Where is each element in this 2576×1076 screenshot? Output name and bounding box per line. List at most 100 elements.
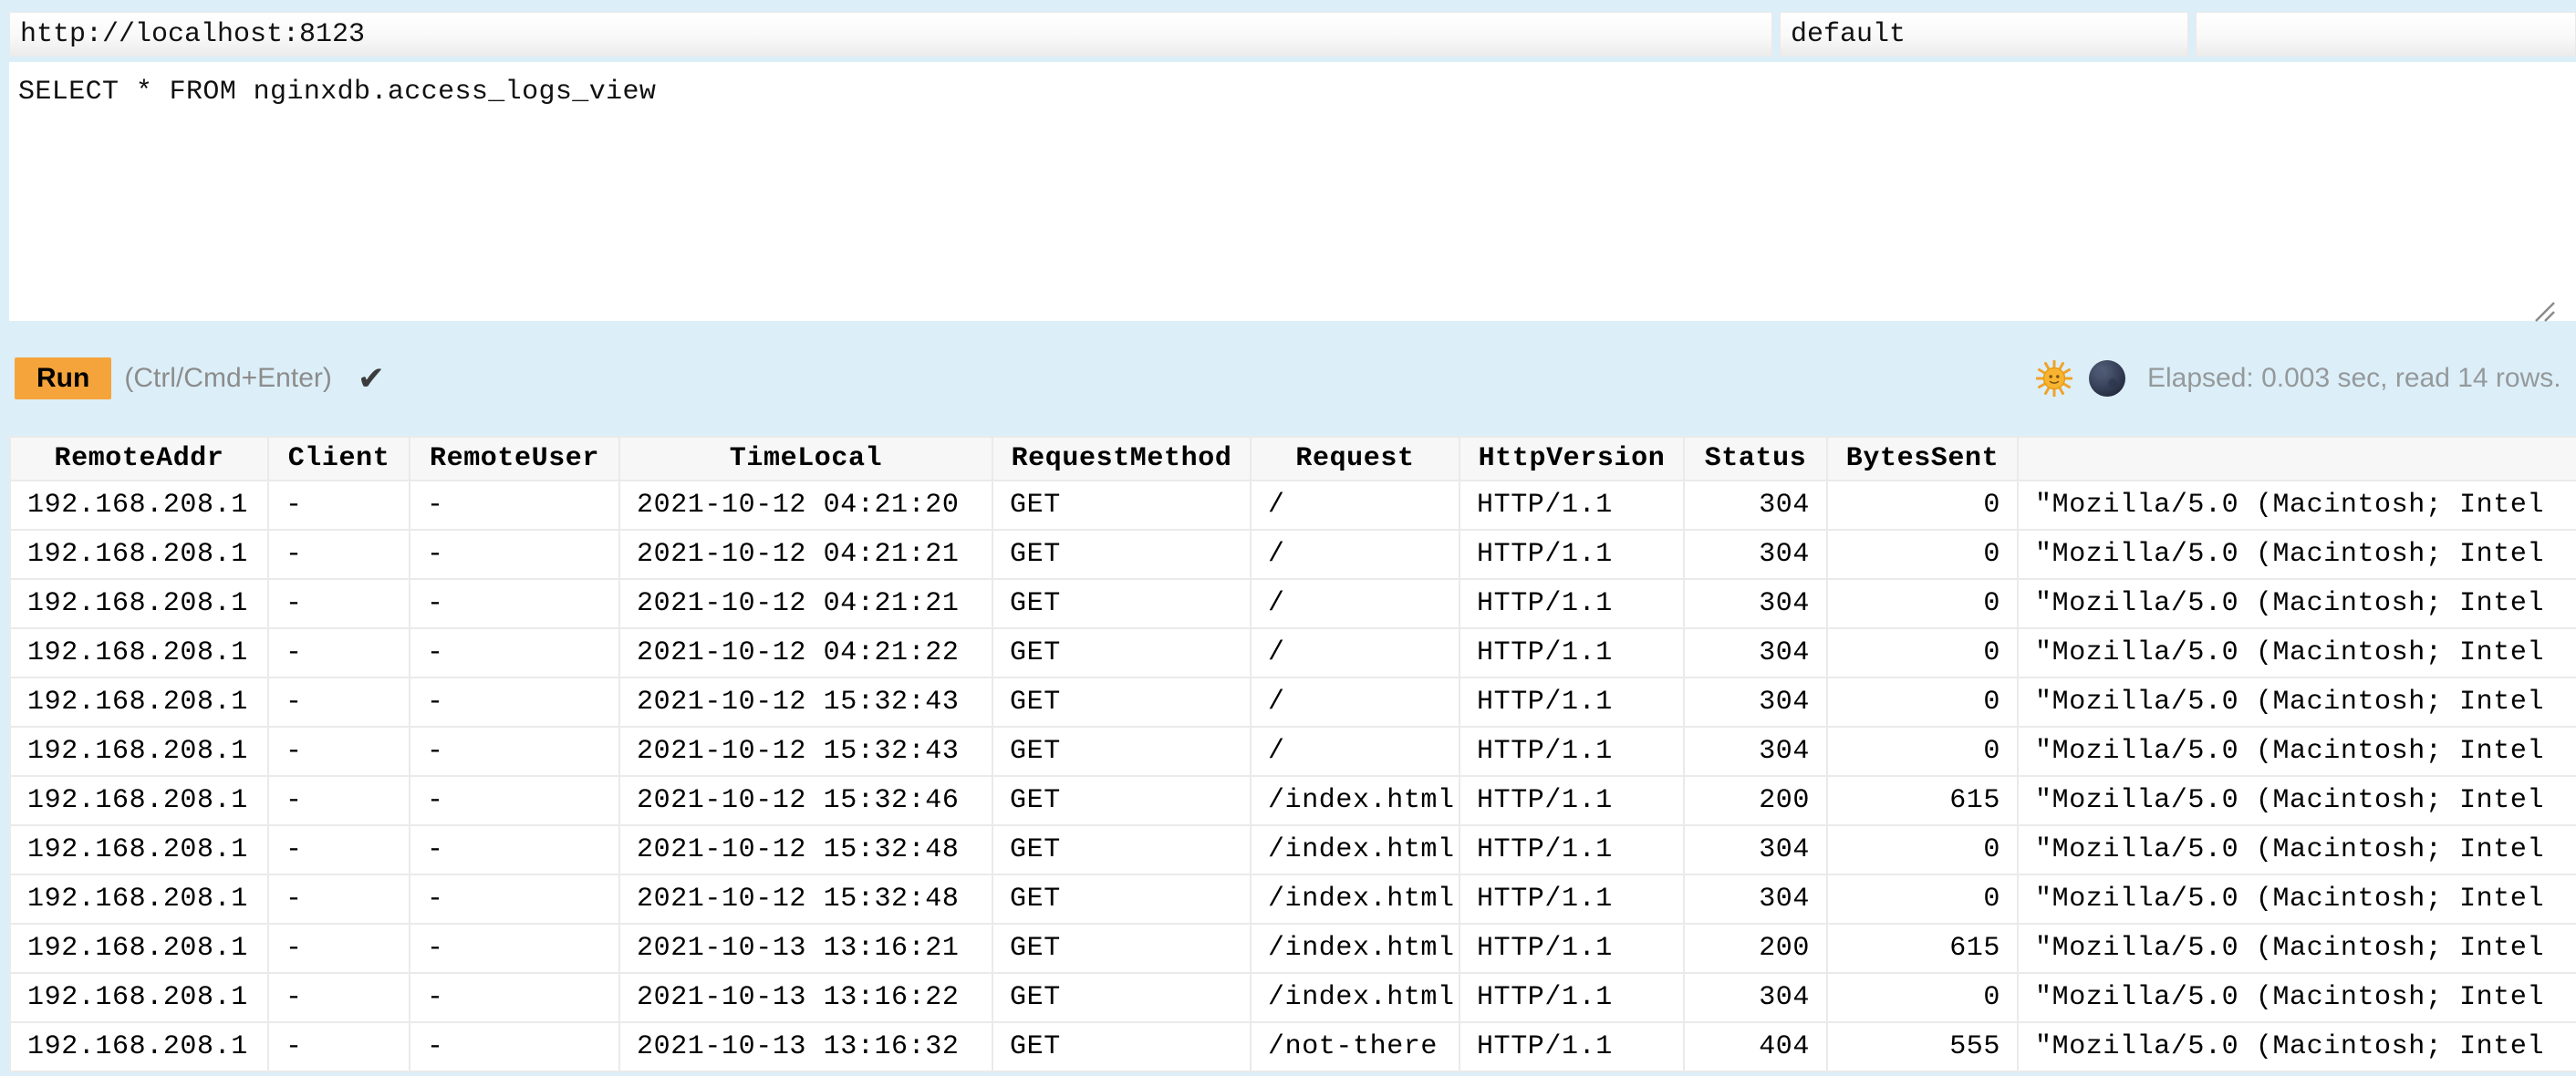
table-cell: "Mozilla/5.0 (Macintosh; Intel [2017,824,2576,875]
table-cell: "Mozilla/5.0 (Macintosh; Intel [2017,775,2576,826]
table-cell: HTTP/1.1 [1459,480,1685,531]
table-cell: - [267,874,410,925]
toolbar: Run (Ctrl/Cmd+Enter) ✔ [9,321,2576,436]
table-cell: HTTP/1.1 [1459,874,1685,925]
table-cell: 2021-10-12 15:32:48 [618,874,993,925]
table-row: 192.168.208.1- -2021-10-12 04:21:20 GET / HT… [9,480,2576,531]
table-cell: 192.168.208.1 [9,874,269,925]
column-header: RequestMethod [992,436,1252,481]
column-header: Request [1250,436,1460,481]
table-cell: - [409,627,620,678]
column-header: BytesSent [1826,436,2019,481]
table-cell: - [409,578,620,629]
table-cell: GET [992,578,1252,629]
table-cell: - [409,1021,620,1072]
table-cell: HTTP/1.1 [1459,627,1685,678]
table-cell: 192.168.208.1 [9,726,269,777]
table-cell: / [1250,480,1460,531]
table-cell: 2021-10-12 15:32:46 [618,775,993,826]
light-theme-sun-icon[interactable] [2035,359,2073,398]
table-cell: - [267,1021,410,1072]
table-cell: "Mozilla/5.0 (Macintosh; Intel [2017,972,2576,1023]
table-cell: 2021-10-13 13:16:21 [618,923,993,974]
table-row: 192.168.208.1- -2021-10-13 13:16:22 GET/in… [9,972,2576,1023]
table-cell: - [267,923,410,974]
table-cell: 2021-10-12 15:32:43 [618,726,993,777]
table-cell: HTTP/1.1 [1459,726,1685,777]
table-cell: GET [992,627,1252,678]
table-cell: 192.168.208.1 [9,972,269,1023]
table-cell: 555 [1826,1021,2019,1072]
query-stats: Elapsed: 0.003 sec, read 14 rows. [2147,363,2561,393]
table-cell: /index.html [1250,972,1460,1023]
table-cell: GET [992,775,1252,826]
table-cell: /index.html [1250,824,1460,875]
column-header: RemoteAddr [9,436,269,481]
table-cell: / [1250,627,1460,678]
table-cell: - [267,775,410,826]
table-cell: / [1250,578,1460,629]
table-cell: GET [992,923,1252,974]
table-cell: "Mozilla/5.0 (Macintosh; Intel [2017,1021,2576,1072]
table-cell: 0 [1826,726,2019,777]
table-cell: - [409,726,620,777]
table-cell: GET [992,726,1252,777]
table-cell: GET [992,824,1252,875]
table-cell: 2021-10-12 04:21:20 [618,480,993,531]
table-row: 192.168.208.1- -2021-10-12 04:21:21 GET / HT… [9,529,2576,580]
table-cell: HTTP/1.1 [1459,775,1685,826]
table-cell: "Mozilla/5.0 (Macintosh; Intel [2017,726,2576,777]
table-row: 192.168.208.1- -2021-10-12 15:32:48 GET/in… [9,824,2576,875]
table-cell: 192.168.208.1 [9,677,269,728]
table-cell: 192.168.208.1 [9,923,269,974]
table-cell: 304 [1683,677,1828,728]
table-cell: - [409,677,620,728]
table-cell: - [267,529,410,580]
table-cell: 615 [1826,923,2019,974]
results-area: RemoteAddr Client RemoteUser TimeLocal Reque… [9,436,2576,1076]
table-cell: 2021-10-12 04:21:21 [618,529,993,580]
table-cell: HTTP/1.1 [1459,1021,1685,1072]
table-cell: HTTP/1.1 [1459,824,1685,875]
table-cell: GET [992,1021,1252,1072]
column-header: Status [1683,436,1828,481]
password-input[interactable] [2196,12,2576,57]
dark-theme-moon-icon[interactable] [2087,358,2127,398]
table-row: 192.168.208.1- -2021-10-12 15:32:46 GET/in… [9,775,2576,826]
table-cell: "Mozilla/5.0 (Macintosh; Intel [2017,529,2576,580]
table-cell: 200 [1683,923,1828,974]
table-cell: 0 [1826,677,2019,728]
table-cell: 192.168.208.1 [9,529,269,580]
query-editor[interactable]: SELECT * FROM nginxdb.access_logs_view [9,62,2576,321]
table-cell: 615 [1826,775,2019,826]
server-url-input[interactable] [9,12,1772,57]
table-row: 192.168.208.1- -2021-10-12 04:21:22 GET / HT… [9,627,2576,678]
table-cell: 2021-10-12 04:21:21 [618,578,993,629]
table-cell: "Mozilla/5.0 (Macintosh; Intel [2017,627,2576,678]
table-cell: 304 [1683,529,1828,580]
table-cell: GET [992,972,1252,1023]
table-cell: "Mozilla/5.0 (Macintosh; Intel [2017,480,2576,531]
table-cell: 0 [1826,578,2019,629]
table-cell: - [409,923,620,974]
table-cell: HTTP/1.1 [1459,923,1685,974]
table-cell: - [409,775,620,826]
table-cell: - [267,627,410,678]
run-button[interactable]: Run [15,357,112,399]
shortcut-hint: (Ctrl/Cmd+Enter) [124,363,332,393]
success-check-icon: ✔ [357,359,386,397]
table-cell: "Mozilla/5.0 (Macintosh; Intel [2017,923,2576,974]
table-cell: 2021-10-12 04:21:22 [618,627,993,678]
table-row: 192.168.208.1- -2021-10-13 13:16:32 GET/no… [9,1021,2576,1072]
table-cell: - [409,529,620,580]
table-cell: 2021-10-12 15:32:43 [618,677,993,728]
table-cell: 304 [1683,578,1828,629]
textarea-resize-handle[interactable] [2527,299,2556,323]
column-header: Client [267,436,410,481]
table-cell: 192.168.208.1 [9,480,269,531]
table-cell: 0 [1826,480,2019,531]
user-input[interactable] [1780,12,2188,57]
table-cell: 200 [1683,775,1828,826]
table-cell: /index.html [1250,923,1460,974]
table-cell: HTTP/1.1 [1459,677,1685,728]
